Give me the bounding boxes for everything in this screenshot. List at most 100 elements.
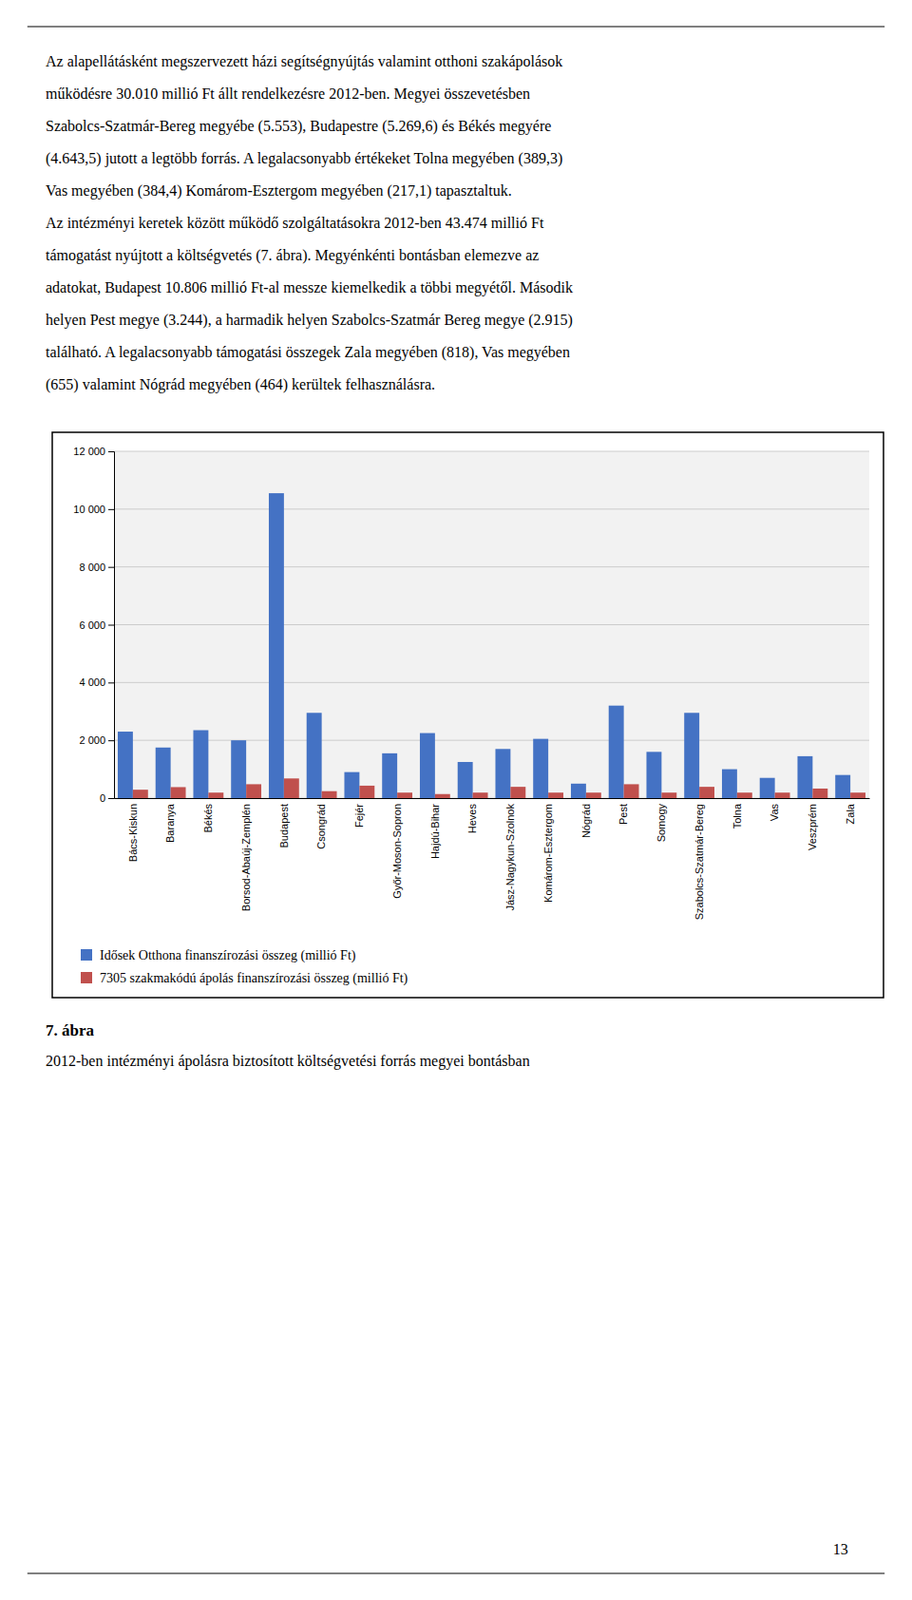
x-tick-label: Csongrád xyxy=(315,803,327,850)
bar xyxy=(457,761,474,798)
bar xyxy=(284,778,300,798)
x-tick: Baranya xyxy=(164,802,176,843)
y-tick-mark xyxy=(108,682,114,684)
x-tick-label: Zala xyxy=(844,802,856,824)
x-tick: Nógrád xyxy=(580,803,592,838)
x-tick-label: Pest xyxy=(617,803,629,825)
y-tick-mark xyxy=(108,798,114,799)
body-text-line: Szabolcs-Szatmár-Bereg megyébe (5.553), … xyxy=(45,117,551,135)
x-tick-label: Nógrád xyxy=(580,803,592,838)
bar xyxy=(722,769,738,798)
body-text-line: (4.643,5) jutott a legtöbb forrás. A leg… xyxy=(45,150,563,168)
y-tick: 10 000 xyxy=(73,503,114,515)
legend-swatch xyxy=(80,971,93,984)
x-tick: Budapest xyxy=(278,803,290,848)
y-tick-mark xyxy=(108,509,114,511)
body-text-line: helyen Pest megye (3.244), a harmadik he… xyxy=(45,311,573,329)
y-tick: 6 000 xyxy=(78,619,114,631)
grid-line xyxy=(114,682,870,684)
bar xyxy=(737,792,753,798)
y-tick-label: 6 000 xyxy=(78,619,106,631)
y-tick: 2 000 xyxy=(78,734,114,746)
bar xyxy=(646,751,662,798)
x-tick-label: Békés xyxy=(202,803,214,834)
bar xyxy=(835,775,851,798)
grid-line xyxy=(114,740,870,741)
x-tick: Komárom-Esztergom xyxy=(542,803,554,903)
bar xyxy=(419,733,436,798)
bar xyxy=(397,792,413,798)
x-tick: Veszprém xyxy=(806,803,818,851)
x-tick: Heves xyxy=(466,803,478,835)
body-text-line: Az alapellátásként megszervezett házi se… xyxy=(45,53,563,71)
x-tick-label: Heves xyxy=(466,803,478,835)
y-tick-mark xyxy=(108,451,114,453)
plot: 0 2 000 4 000 6 000 8 000 10 000 12 000 Bács-Ki… xyxy=(73,445,870,920)
y-tick: 0 xyxy=(99,792,114,804)
bar xyxy=(608,705,625,798)
y-axis: 0 2 000 4 000 6 000 8 000 10 000 12 000 xyxy=(73,445,114,804)
bar-series xyxy=(133,778,866,798)
x-tick-label: Somogy xyxy=(655,803,667,843)
x-tick-label: Bács-Kiskun xyxy=(127,803,139,862)
legend: Idősek Otthona finanszírozási összeg (mi… xyxy=(80,948,409,987)
x-tick: Fejér xyxy=(353,803,365,828)
x-tick-label: Borsod-Abaúj-Zemplén xyxy=(240,803,252,912)
y-tick-label: 4 000 xyxy=(78,676,106,688)
bar xyxy=(473,792,489,798)
x-tick-label: Veszprém xyxy=(806,803,818,851)
body-text-line: Az intézményi keretek között működő szol… xyxy=(45,214,545,232)
legend-label: 7305 szakmakódú ápolás finanszírozási ös… xyxy=(99,970,409,987)
bar xyxy=(510,786,526,798)
x-tick-label: Vas xyxy=(768,803,780,822)
x-tick-label: Hajdú-Bihar xyxy=(429,803,441,859)
page-number: 13 xyxy=(833,1540,849,1558)
x-tick: Békés xyxy=(202,803,214,834)
bar xyxy=(548,792,564,798)
y-tick-mark xyxy=(108,567,114,569)
bar xyxy=(208,792,224,798)
bar xyxy=(699,786,715,798)
body-text-line: Vas megyében (384,4) Komárom-Esztergom m… xyxy=(45,182,513,200)
bar xyxy=(494,748,511,798)
bar xyxy=(117,731,133,798)
bars xyxy=(117,493,866,798)
bar xyxy=(343,772,360,798)
grid-line xyxy=(114,566,870,568)
bar xyxy=(230,740,247,798)
x-tick: Bács-Kiskun xyxy=(127,803,139,862)
x-tick: Pest xyxy=(617,803,629,825)
bar xyxy=(624,783,640,798)
bar xyxy=(586,792,602,798)
bar xyxy=(155,747,171,798)
bar xyxy=(532,739,549,798)
x-tick: Borsod-Abaúj-Zemplén xyxy=(240,803,252,912)
grid-line xyxy=(114,624,870,626)
y-tick-label: 0 xyxy=(99,792,106,804)
bar xyxy=(684,712,700,798)
bar xyxy=(760,778,776,798)
bar xyxy=(661,792,677,798)
bar xyxy=(850,792,866,798)
bar xyxy=(775,792,791,798)
chart-frame xyxy=(52,432,884,998)
y-tick: 8 000 xyxy=(78,561,114,573)
bar xyxy=(322,791,338,798)
x-tick: Szabolcs-Szatmár-Bereg xyxy=(693,803,705,920)
bar-series xyxy=(117,493,851,798)
plot-background xyxy=(114,451,870,798)
x-tick: Zala xyxy=(844,802,856,824)
legend-swatch xyxy=(80,949,93,961)
bar xyxy=(435,794,451,798)
bar xyxy=(812,788,828,798)
grid-line xyxy=(114,451,870,453)
bar xyxy=(359,785,375,798)
bar xyxy=(133,789,149,798)
bar xyxy=(246,783,262,798)
y-tick: 4 000 xyxy=(78,676,114,688)
body-text-line: (655) valamint Nógrád megyében (464) ker… xyxy=(45,376,436,394)
y-tick: 12 000 xyxy=(73,445,114,457)
bar xyxy=(268,493,285,798)
x-tick-label: Tolna xyxy=(731,802,743,829)
bar xyxy=(171,786,187,798)
